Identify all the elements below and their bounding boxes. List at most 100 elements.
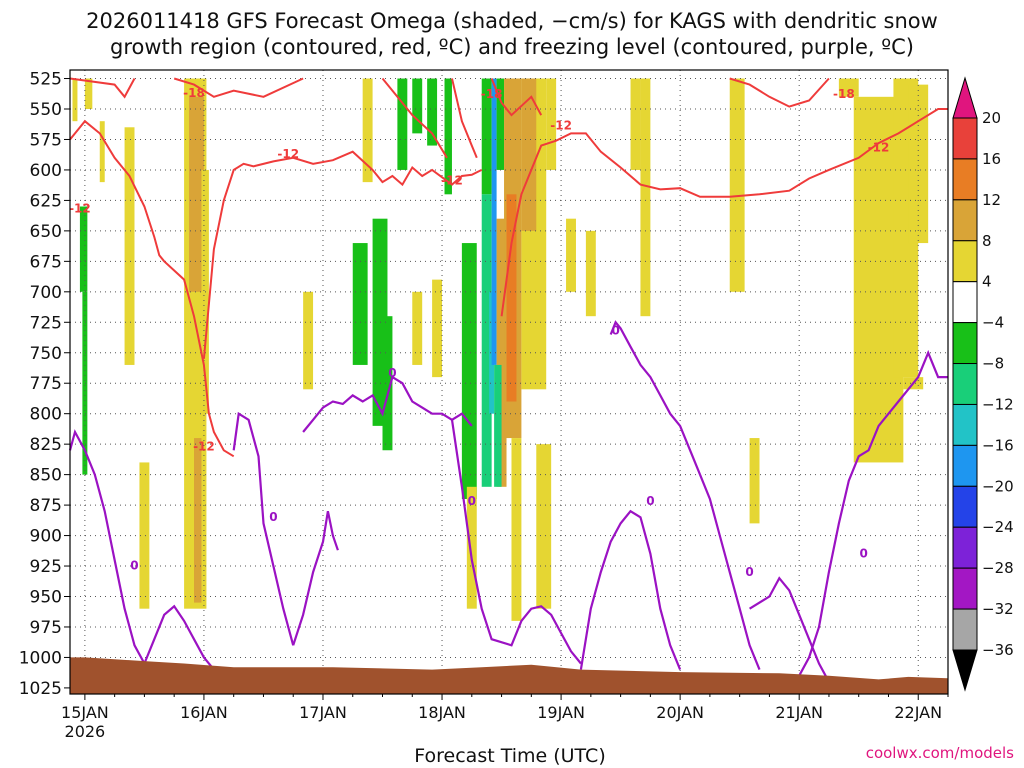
chart-title-line2: growth region (contoured, red, ºC) and f… bbox=[110, 35, 914, 59]
freezing-level-contour bbox=[232, 411, 295, 646]
x-tick-label: 19JAN bbox=[537, 703, 585, 722]
dgz-contour-label: -12 bbox=[69, 202, 91, 216]
colorbar-bin bbox=[952, 485, 978, 528]
omega-shade-cell bbox=[496, 78, 505, 170]
omega-shade-cell bbox=[496, 218, 507, 487]
colorbar-bin bbox=[952, 403, 978, 446]
colorbar-bin bbox=[952, 158, 978, 201]
omega-shade-cell bbox=[362, 78, 373, 183]
freezing-level-contour bbox=[302, 375, 473, 433]
y-tick-label: 625 bbox=[30, 191, 62, 211]
dgz-contour-label: -12 bbox=[441, 174, 463, 188]
omega-shade-cell bbox=[640, 78, 651, 317]
omega-shade-cell bbox=[84, 78, 93, 109]
colorbar-tick-label: 16 bbox=[982, 150, 1001, 168]
omega-shade-cell bbox=[546, 78, 557, 170]
colorbar-tick-label: −8 bbox=[982, 355, 1004, 373]
colorbar-bin bbox=[952, 117, 978, 160]
omega-shade-cell bbox=[99, 121, 105, 183]
omega-shade-cell bbox=[494, 364, 502, 487]
y-tick-label: 600 bbox=[30, 161, 62, 181]
plot-frame bbox=[69, 69, 949, 695]
omega-shade-cell bbox=[432, 279, 443, 378]
y-tick-label: 900 bbox=[30, 527, 62, 547]
y-tick-label: 750 bbox=[30, 344, 62, 364]
colorbar-tick-label: −28 bbox=[982, 559, 1014, 577]
chart-title-line1: 2026011418 GFS Forecast Omega (shaded, −… bbox=[86, 9, 938, 33]
omega-shade-cell bbox=[352, 243, 368, 365]
dgz-contour-red bbox=[173, 77, 304, 98]
colorbar-tick-label: −12 bbox=[982, 395, 1014, 413]
colorbar-tick-label: −4 bbox=[982, 314, 1004, 332]
omega-shade-cell bbox=[124, 127, 135, 365]
y-tick-label: 550 bbox=[30, 100, 62, 120]
freezing-contour-label: 0 bbox=[388, 366, 396, 380]
x-tick-label: 15JAN bbox=[61, 703, 109, 722]
freezing-level-contour bbox=[798, 349, 948, 677]
y-tick-label: 875 bbox=[30, 496, 62, 516]
dgz-contour-red bbox=[729, 77, 830, 108]
y-tick-label: 650 bbox=[30, 222, 62, 242]
freezing-contour-label: 0 bbox=[745, 565, 753, 579]
y-tick-label: 1025 bbox=[19, 679, 62, 699]
omega-shade-cell bbox=[630, 78, 641, 170]
freezing-contour-label: 0 bbox=[130, 559, 138, 573]
x-tick-label: 21JAN bbox=[775, 703, 823, 722]
terrain-fill bbox=[70, 657, 948, 694]
colorbar-bin bbox=[952, 322, 978, 365]
omega-shade-cell bbox=[729, 78, 745, 292]
omega-shade-cell bbox=[189, 96, 204, 292]
plot-area: 5255505756006256506757007257507758008258… bbox=[19, 69, 1014, 741]
omega-shade-cell bbox=[427, 78, 438, 146]
omega-shade-cell bbox=[481, 78, 492, 195]
x-tick-label: 22JAN bbox=[894, 703, 942, 722]
x-tick-label: 18JAN bbox=[418, 703, 466, 722]
y-tick-label: 1000 bbox=[19, 648, 62, 668]
x-tick-label: 20JAN bbox=[656, 703, 704, 722]
omega-shade-cell bbox=[749, 438, 760, 524]
y-tick-label: 525 bbox=[30, 70, 62, 90]
colorbar-tick-label: −32 bbox=[982, 600, 1014, 618]
dgz-contour-label: -12 bbox=[277, 147, 299, 161]
dgz-contour-label: -12 bbox=[193, 439, 215, 453]
colorbar-tick-label: −24 bbox=[982, 518, 1014, 536]
freezing-contour-label: 0 bbox=[859, 547, 867, 561]
freezing-level-contour bbox=[450, 419, 582, 665]
colorbar-bin bbox=[952, 363, 978, 405]
omega-shade-cell bbox=[521, 78, 537, 231]
dgz-contour-red bbox=[500, 108, 948, 317]
omega-shade-cell bbox=[908, 84, 929, 244]
colorbar-tick-label: 4 bbox=[982, 273, 992, 291]
freezing-level-contour bbox=[749, 576, 830, 683]
y-tick-label: 850 bbox=[30, 466, 62, 486]
omega-shade-cell bbox=[303, 291, 314, 390]
y-tick-label: 700 bbox=[30, 283, 62, 303]
omega-shade-cell bbox=[412, 291, 423, 365]
y-tick-label: 825 bbox=[30, 435, 62, 455]
freezing-level-contour bbox=[579, 509, 682, 671]
omega-shade-cell bbox=[79, 206, 88, 292]
colorbar-tick-label: 8 bbox=[982, 232, 992, 250]
freezing-contour-label: 0 bbox=[646, 494, 654, 508]
colorbar-tick-label: −36 bbox=[982, 641, 1014, 659]
colorbar-tick-label: −16 bbox=[982, 436, 1014, 454]
dgz-contour-label: -18 bbox=[833, 87, 855, 101]
freezing-level-contour bbox=[68, 429, 146, 665]
dgz-contour-red bbox=[69, 119, 235, 458]
y-tick-label: 725 bbox=[30, 313, 62, 333]
colorbar-extend-max bbox=[952, 76, 978, 119]
colorbar-bin bbox=[952, 281, 978, 324]
dgz-contour-red bbox=[69, 77, 136, 99]
dgz-contour-red bbox=[202, 150, 483, 359]
dgz-contour-label: -18 bbox=[183, 86, 205, 100]
dgz-contour-label: -12 bbox=[868, 141, 890, 155]
colorbar-bin bbox=[952, 567, 978, 610]
credit-text: coolwx.com/models bbox=[866, 744, 1014, 762]
x-axis-label: Forecast Time (UTC) bbox=[414, 745, 605, 767]
dgz-contour-red bbox=[381, 77, 448, 159]
omega-shade-cell bbox=[511, 438, 522, 621]
omega-shade-cell bbox=[82, 291, 88, 475]
y-tick-label: 675 bbox=[30, 252, 62, 272]
omega-shade-cell bbox=[536, 444, 552, 609]
